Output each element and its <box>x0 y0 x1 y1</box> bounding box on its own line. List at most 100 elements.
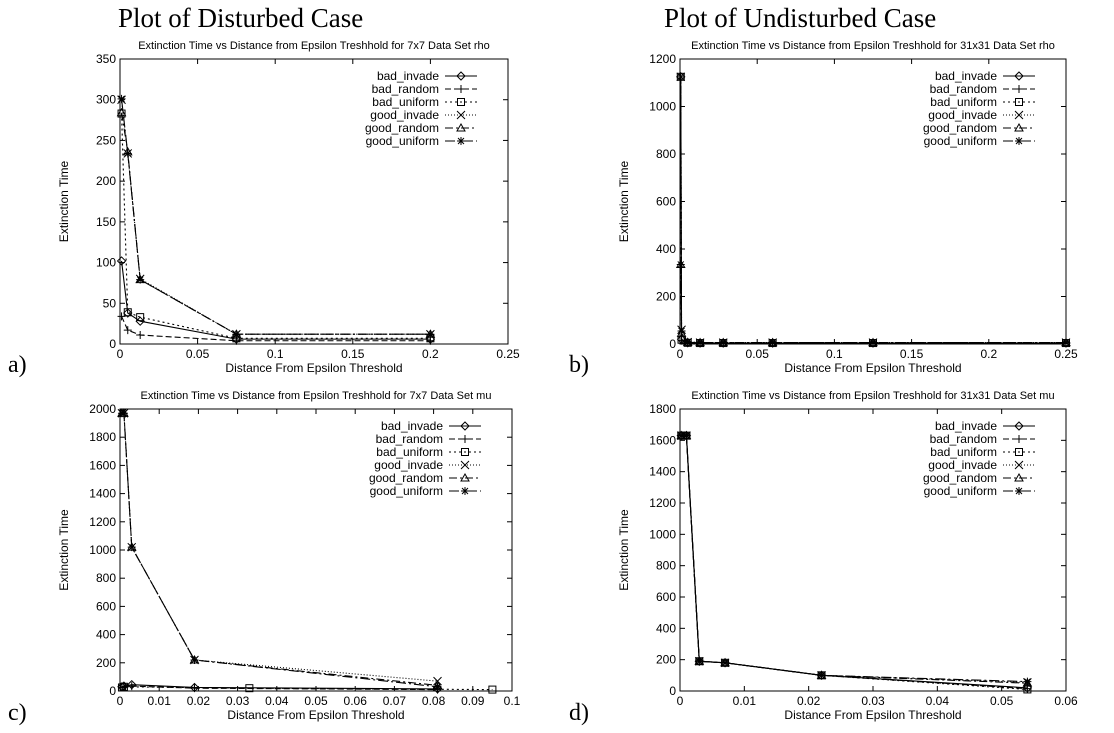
legend-entry: good_uniform <box>370 484 481 498</box>
series-bad_uniform <box>117 682 497 694</box>
y-tick-label: 0 <box>109 684 116 698</box>
x-tick-label: 0.05 <box>304 694 328 708</box>
data-point <box>768 338 777 347</box>
chart-panel-1: Extinction Time vs Distance from Epsilon… <box>569 40 1078 378</box>
plot-frame <box>119 58 509 345</box>
data-point <box>116 256 127 266</box>
legend-marker <box>1014 122 1024 132</box>
x-tick-label: 0.05 <box>746 347 770 361</box>
y-tick-label: 1200 <box>649 496 676 510</box>
x-tick-label: 0.25 <box>496 347 520 361</box>
x-tick-label: 0 <box>677 347 684 361</box>
legend-marker <box>457 85 465 93</box>
legend-marker <box>456 71 466 81</box>
y-tick-label: 200 <box>96 174 116 188</box>
x-tick-label: 0.05 <box>186 347 210 361</box>
legend-label: good_invade <box>370 108 439 122</box>
panel-label: a) <box>8 352 27 378</box>
legend-marker <box>1014 460 1024 470</box>
x-axis-label: Distance From Epsilon Threshold <box>784 708 961 722</box>
data-point <box>190 684 199 693</box>
legend-entry: bad_uniform <box>376 445 481 459</box>
data-point <box>123 308 132 317</box>
y-tick-label: 0 <box>669 684 676 698</box>
x-axis-label: Distance From Epsilon Threshold <box>225 361 402 375</box>
x-tick-label: 0 <box>117 694 124 708</box>
x-axis-label: Distance From Epsilon Threshold <box>227 708 404 722</box>
panel-label: b) <box>569 352 589 378</box>
series-bad_invade <box>116 256 436 344</box>
legend-marker <box>1015 85 1023 93</box>
series-line <box>680 76 1066 344</box>
legend-label: good_random <box>369 471 443 485</box>
legend-entry: bad_uniform <box>930 95 1035 109</box>
x-tick-label: 0.2 <box>980 347 997 361</box>
y-tick-label: 200 <box>96 656 116 670</box>
x-axis-label: Distance From Epsilon Threshold <box>784 361 961 375</box>
y-tick-label: 1000 <box>649 100 676 114</box>
series-good_uniform <box>117 409 442 691</box>
series-good_invade <box>676 72 1071 347</box>
x-tick-label: 0.02 <box>187 694 211 708</box>
x-tick-label: 0.07 <box>383 694 407 708</box>
data-point <box>1062 338 1070 347</box>
y-tick-label: 0 <box>109 337 116 351</box>
data-point <box>1022 678 1033 687</box>
legend-label: good_invade <box>928 458 997 472</box>
chart-panel-3: Extinction Time vs Distance from Epsilon… <box>569 390 1078 726</box>
legend-label: good_uniform <box>366 134 439 148</box>
chart-title: Extinction Time vs Distance from Epsilon… <box>691 390 1054 402</box>
legend-entry: good_uniform <box>924 484 1035 498</box>
data-point <box>696 338 705 347</box>
legend-marker <box>457 137 465 145</box>
y-tick-label: 1600 <box>89 458 116 472</box>
series-line <box>121 112 431 335</box>
data-point <box>136 331 145 340</box>
legend-label: bad_uniform <box>372 95 439 109</box>
legend-entry: good_random <box>365 121 477 135</box>
data-point <box>123 326 132 335</box>
legend-label: bad_uniform <box>930 95 997 109</box>
y-tick-label: 1000 <box>89 543 116 557</box>
data-point <box>119 409 128 418</box>
y-tick-label: 1200 <box>649 52 676 66</box>
x-tick-label: 0.04 <box>926 694 950 708</box>
plot-frame <box>679 408 1067 692</box>
legend-entry: bad_invade <box>935 419 1035 433</box>
series-line <box>680 76 1066 344</box>
data-point <box>433 682 442 691</box>
data-point <box>127 679 137 690</box>
y-tick-label: 1400 <box>649 465 676 479</box>
y-tick-label: 1200 <box>89 515 116 529</box>
legend-marker <box>1014 421 1024 431</box>
data-point <box>695 657 704 666</box>
legend-entry: bad_invade <box>381 419 481 433</box>
chart-title: Extinction Time vs Distance from Epsilon… <box>138 40 490 52</box>
legend-marker <box>1015 435 1023 443</box>
legend-entry: good_random <box>369 471 481 485</box>
chart-panel-0: Extinction Time vs Distance from Epsilon… <box>8 40 520 378</box>
legend-entry: good_invade <box>928 458 1035 472</box>
y-axis-label: Extinction Time <box>57 160 71 242</box>
chart-panel-2: Extinction Time vs Distance from Epsilon… <box>8 390 521 726</box>
legend-label: good_uniform <box>370 484 443 498</box>
legend-marker <box>1014 71 1024 81</box>
legend-label: bad_invade <box>935 419 997 433</box>
x-tick-label: 0.06 <box>344 694 368 708</box>
legend-label: bad_random <box>376 432 443 446</box>
x-tick-label: 0.15 <box>341 347 365 361</box>
data-point <box>117 312 126 321</box>
x-tick-label: 0.1 <box>267 347 284 361</box>
series-line <box>121 113 431 339</box>
x-tick-label: 0.06 <box>1054 694 1078 708</box>
legend-label: bad_invade <box>381 419 443 433</box>
data-point <box>676 72 686 82</box>
x-tick-label: 0.2 <box>422 347 439 361</box>
legend-label: bad_invade <box>377 69 439 83</box>
legend-label: good_invade <box>374 458 443 472</box>
data-point <box>817 671 826 680</box>
y-tick-label: 600 <box>656 590 676 604</box>
data-point <box>721 658 730 667</box>
x-tick-label: 0.15 <box>900 347 924 361</box>
chart-title: Extinction Time vs Distance from Epsilon… <box>141 390 492 402</box>
